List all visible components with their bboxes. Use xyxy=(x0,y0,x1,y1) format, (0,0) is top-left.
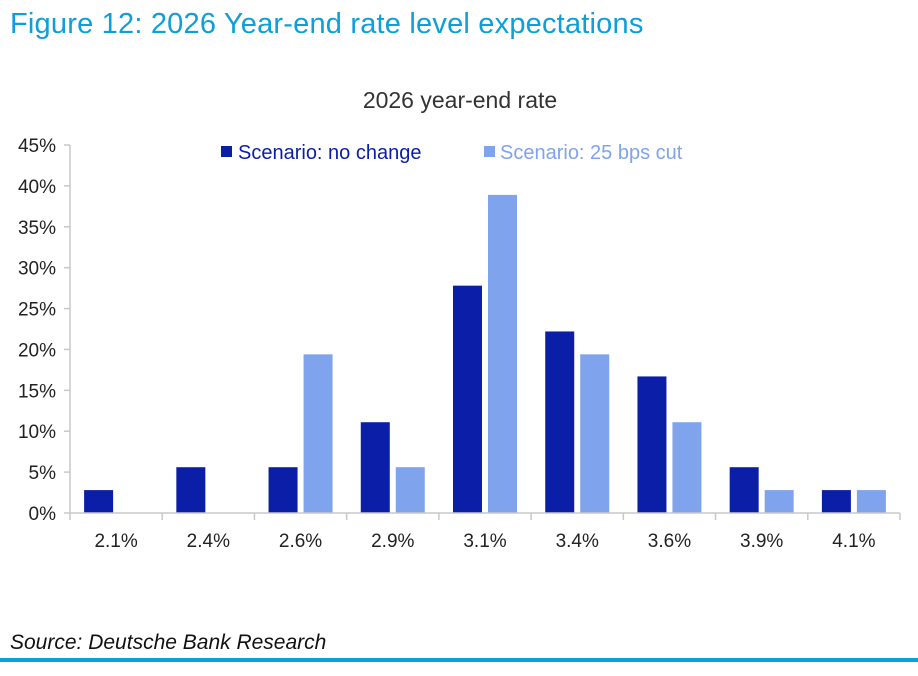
x-axis: 2.1% 2.4% 2.6% 2.9% 3.1% 3.4% 3.6% 3.9% 4.1% xyxy=(69,512,901,552)
bar-chart: 2026 year-end rate Scenario: no change S… xyxy=(18,87,901,552)
legend-swatch-cut xyxy=(484,146,495,157)
y-tick-label: 40% xyxy=(18,177,56,198)
x-tick-label: 2.6% xyxy=(279,531,322,552)
x-tick-label: 4.1% xyxy=(832,531,875,552)
y-tick-label: 20% xyxy=(18,340,56,361)
bars xyxy=(84,194,886,513)
bar-25bps-cut xyxy=(488,194,517,513)
bar-no-change xyxy=(545,331,575,513)
y-tick-label: 45% xyxy=(18,136,56,157)
bar-25bps-cut xyxy=(395,467,425,513)
y-tick-label: 0% xyxy=(29,504,57,525)
legend-label-no-change: Scenario: no change xyxy=(238,142,421,164)
y-tick-label: 30% xyxy=(18,259,56,280)
legend-swatch-no-change xyxy=(221,146,232,157)
bar-25bps-cut xyxy=(764,490,794,513)
x-tick-label: 3.4% xyxy=(556,531,599,552)
bar-25bps-cut xyxy=(856,490,886,513)
bar-no-change xyxy=(84,490,114,513)
x-tick-label: 2.4% xyxy=(187,531,230,552)
bar-no-change xyxy=(821,490,851,513)
bottom-rule xyxy=(0,658,918,662)
y-tick-label: 35% xyxy=(18,218,56,239)
source-note: Source: Deutsche Bank Research xyxy=(10,631,327,654)
bar-25bps-cut xyxy=(580,354,610,513)
bar-no-change xyxy=(268,467,298,513)
legend-label-cut: Scenario: 25 bps cut xyxy=(500,142,683,164)
x-tick-label: 3.9% xyxy=(740,531,783,552)
x-tick-label: 3.1% xyxy=(463,531,506,552)
bar-no-change xyxy=(637,376,667,513)
figure-title: Figure 12: 2026 Year-end rate level expe… xyxy=(10,8,644,40)
x-tick-label: 2.9% xyxy=(371,531,414,552)
bar-25bps-cut xyxy=(672,422,702,513)
x-tick-label: 3.6% xyxy=(648,531,691,552)
bar-no-change xyxy=(176,467,206,513)
bar-no-change xyxy=(453,285,482,513)
bar-25bps-cut xyxy=(303,354,333,513)
y-tick-label: 15% xyxy=(18,381,56,402)
chart-title: 2026 year-end rate xyxy=(363,87,557,113)
y-tick-label: 10% xyxy=(18,422,56,443)
bar-no-change xyxy=(360,422,390,513)
bar-no-change xyxy=(729,467,759,513)
legend: Scenario: no change Scenario: 25 bps cut xyxy=(221,142,683,164)
x-tick-label: 2.1% xyxy=(94,531,137,552)
y-tick-label: 25% xyxy=(18,300,56,321)
y-axis: 0% 5% 10% 15% 20% 25% 30% 35% 40% 45% xyxy=(18,136,71,525)
y-tick-label: 5% xyxy=(29,463,57,484)
